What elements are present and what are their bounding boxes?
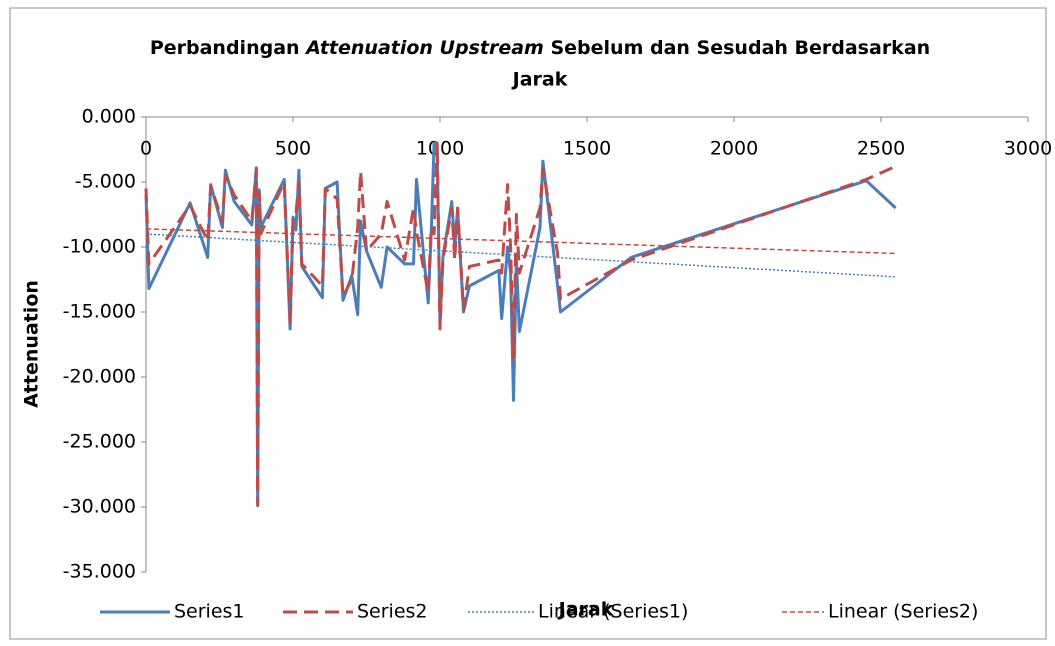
chart-title: Jarak xyxy=(511,69,568,91)
x-tick-label: 0 xyxy=(140,138,152,160)
title-part: Attenuation Upstream xyxy=(304,37,544,59)
y-tick-label: 0.000 xyxy=(82,106,136,128)
chart-border xyxy=(9,7,1047,640)
title-part: Sebelum dan Sesudah Berdasarkan xyxy=(550,37,930,59)
y-tick-label: -20.000 xyxy=(63,366,136,388)
chart-title: Perbandingan Attenuation Upstream Sebelu… xyxy=(150,37,930,59)
x-tick-label: 2500 xyxy=(857,138,905,160)
y-tick-label: -5.000 xyxy=(75,171,136,193)
legend-label: Linear (Series2) xyxy=(828,601,978,623)
series-line xyxy=(144,141,897,506)
y-tick-label: -30.000 xyxy=(63,496,136,518)
title-part: Perbandingan xyxy=(150,37,300,59)
y-tick-label: -35.000 xyxy=(63,561,136,583)
x-tick-label: 500 xyxy=(275,138,311,160)
y-tick-label: -15.000 xyxy=(63,301,136,323)
legend-label: Series2 xyxy=(357,601,428,623)
x-tick-label: 3000 xyxy=(1004,138,1052,160)
y-tick-label: -25.000 xyxy=(63,431,136,453)
x-axis-label: Jarak xyxy=(557,599,614,621)
x-tick-label: 2000 xyxy=(710,138,758,160)
legend-label: Linear (Series1) xyxy=(538,601,688,623)
series-line xyxy=(145,233,896,278)
legend-label: Series1 xyxy=(174,601,245,623)
series-line xyxy=(145,228,896,255)
y-axis-label: Attenuation xyxy=(21,280,43,408)
x-tick-label: 1500 xyxy=(563,138,611,160)
x-tick-label: 1000 xyxy=(416,138,464,160)
y-tick-label: -10.000 xyxy=(63,236,136,258)
